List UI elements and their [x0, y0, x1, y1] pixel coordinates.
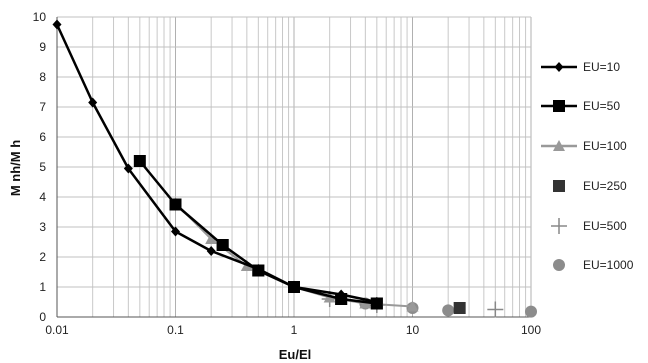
data-point: [525, 305, 537, 318]
y-tick-label: 0: [39, 310, 46, 324]
legend-item: EU=250: [553, 179, 627, 193]
legend-label: EU=10: [583, 60, 620, 74]
data-point: [406, 300, 419, 312]
legend: EU=10 EU=50 EU=100 EU=250 EU=500 EU=1000: [541, 60, 634, 272]
legend-label: EU=1000: [583, 258, 634, 272]
y-tick-label: 6: [39, 130, 46, 144]
legend-marker: [553, 100, 565, 112]
data-point: [171, 226, 180, 237]
data-point: [216, 239, 229, 251]
y-tick-label: 1: [39, 280, 46, 294]
series-eu-10: [52, 19, 382, 307]
x-tick-label: 10: [406, 323, 420, 337]
data-point: [372, 297, 382, 307]
legend-item: EU=500: [551, 218, 627, 234]
y-tick-label: 10: [33, 10, 47, 24]
series-line: [55, 23, 378, 304]
y-tick-label: 8: [39, 70, 46, 84]
y-tick-label: 7: [39, 100, 46, 114]
data-point: [205, 233, 218, 244]
x-tick-label: 0.1: [167, 323, 184, 337]
data-point: [52, 19, 62, 30]
legend-marker: [553, 259, 565, 271]
data-point: [133, 155, 146, 167]
y-tick-label: 9: [39, 40, 46, 54]
legend-item: EU=1000: [553, 258, 634, 272]
x-tick-label: 100: [521, 323, 541, 337]
data-point: [253, 264, 263, 274]
x-axis-label: Eu/El: [279, 347, 312, 362]
x-tick-label: 1: [291, 323, 298, 337]
y-tick-label: 2: [39, 250, 46, 264]
legend-marker: [553, 180, 565, 192]
data-point: [123, 163, 133, 174]
legend-marker: [554, 62, 564, 72]
x-tick-label: 0.01: [45, 323, 69, 337]
axes: [56, 17, 531, 318]
y-tick-label: 5: [39, 160, 46, 174]
legend-marker: [551, 218, 567, 234]
legend-label: EU=100: [583, 139, 627, 153]
tick-labels: 0.01 0.1 1 10 100 0 1 2 3 4 5 6 7 8 9 10: [33, 10, 542, 337]
legend-item: EU=100: [541, 139, 627, 153]
legend-marker: [553, 140, 565, 151]
legend-label: EU=50: [583, 99, 620, 113]
series-layer: [52, 19, 537, 318]
data-point: [453, 302, 466, 314]
y-axis-label: M nh/M h: [8, 140, 23, 196]
y-tick-label: 3: [39, 220, 46, 234]
data-point: [206, 246, 216, 256]
data-point: [442, 304, 455, 317]
legend-item: EU=50: [541, 99, 620, 113]
y-tick-label: 4: [39, 190, 46, 204]
data-point: [169, 198, 182, 211]
legend-label: EU=500: [583, 219, 627, 233]
data-point: [88, 97, 98, 108]
legend-item: EU=10: [541, 60, 620, 74]
data-point: [487, 301, 504, 318]
legend-label: EU=250: [583, 179, 627, 193]
data-point: [336, 289, 346, 300]
data-point: [289, 282, 299, 292]
